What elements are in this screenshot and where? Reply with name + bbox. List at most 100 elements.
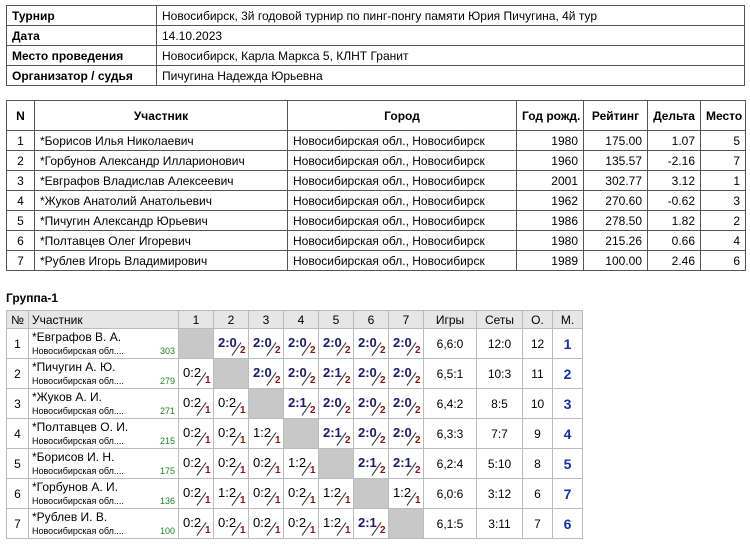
info-value: Пичугина Надежда Юрьевна — [156, 65, 745, 86]
sets: 8:5 — [476, 388, 523, 419]
result-cell: 0:2 1 — [248, 448, 284, 479]
participant-row: 5 *Пичугин Александр Юрьевич Новосибирская… — [6, 210, 746, 231]
player-rating: 175 — [159, 465, 175, 476]
result-points: 1 — [205, 465, 211, 476]
sets: 10:3 — [476, 358, 523, 389]
result-cell — [283, 418, 319, 449]
result: 2:0 2 — [390, 360, 423, 388]
player-city: Новосибирская обл.... — [32, 525, 124, 536]
sets: 3:12 — [476, 478, 523, 509]
participant-cell: 1.82 — [647, 210, 701, 231]
header-cell: Сеты — [476, 310, 523, 329]
result: 0:2 1 — [215, 450, 248, 478]
participant-cell: 1980 — [516, 230, 584, 251]
points: 8 — [522, 448, 553, 479]
result: 2:1 2 — [355, 510, 388, 538]
place: 7 — [563, 485, 572, 502]
result-cell — [213, 358, 249, 389]
participant-cell: *Евграфов Владислав Алексеевич — [34, 170, 288, 191]
participant-cell: 2 — [700, 210, 746, 231]
result-score: 2:1 — [358, 515, 377, 530]
result-points: 1 — [205, 375, 211, 386]
participant-cell: 175.00 — [583, 130, 648, 151]
player-cell: *Евграфов В. А. Новосибирская обл.... 303 — [28, 328, 179, 359]
result-score: 0:2 — [253, 515, 272, 530]
result: 2:0 2 — [250, 330, 283, 358]
result-score: 2:0 — [393, 425, 412, 440]
row-number: 2 — [6, 358, 29, 389]
result: 0:2 1 — [215, 390, 248, 418]
result: 1:2 1 — [320, 480, 353, 508]
result: 2:1 2 — [320, 420, 353, 448]
result-cell: 2:0 2 — [213, 328, 249, 359]
result-score: 0:2 — [183, 485, 202, 500]
participant-row: 6 *Полтавцев Олег Игоревич Новосибирская о… — [6, 230, 746, 251]
result-score: 2:1 — [288, 395, 307, 410]
participant-cell: *Полтавцев Олег Игоревич — [34, 230, 288, 251]
place-cell: 4 — [552, 418, 583, 449]
result-cell: 0:2 1 — [213, 448, 249, 479]
result-cell: 2:1 2 — [318, 358, 354, 389]
row-number: 5 — [6, 448, 29, 479]
result: 0:2 1 — [250, 450, 283, 478]
row-number: 4 — [6, 418, 29, 449]
result-points: 1 — [240, 405, 246, 416]
result-cell: 1:2 1 — [388, 478, 424, 509]
place-cell: 6 — [552, 508, 583, 539]
participant-cell: 3.12 — [647, 170, 701, 191]
player-city: Новосибирская обл.... — [32, 495, 124, 506]
player-rating: 303 — [159, 345, 175, 356]
result-score: 0:2 — [183, 365, 202, 380]
row-number: 1 — [6, 328, 29, 359]
participant-cell: 5 — [6, 210, 35, 231]
result-cell: 0:2 1 — [213, 418, 249, 449]
points: 12 — [522, 328, 553, 359]
header-cell: Рейтинг — [583, 100, 648, 131]
result-cell: 1:2 1 — [318, 508, 354, 539]
result-cell: 2:1 2 — [283, 388, 319, 419]
header-row: № Участник 1 2 3 4 5 6 7 Игры Сеты О. М. — [6, 310, 583, 329]
result-points: 2 — [415, 345, 421, 356]
result-score: 2:0 — [288, 335, 307, 350]
player-name: *Пичугин А. Ю. — [32, 359, 116, 374]
points: 7 — [522, 508, 553, 539]
participant-cell: 1989 — [516, 250, 584, 271]
header-cell: Место — [700, 100, 746, 131]
player-name: *Рублев И. В. — [32, 509, 108, 524]
participant-cell: 3 — [6, 170, 35, 191]
sets: 3:11 — [476, 508, 523, 539]
participant-cell: Новосибирская обл., Новосибирск — [287, 190, 517, 211]
place: 3 — [563, 395, 572, 412]
result-points: 2 — [310, 345, 316, 356]
header-cell: О. — [522, 310, 553, 329]
points: 10 — [522, 388, 553, 419]
result-points: 1 — [345, 525, 351, 536]
header-cell: 7 — [388, 310, 424, 329]
result-points: 1 — [310, 465, 316, 476]
sets: 5:10 — [476, 448, 523, 479]
result: 2:0 2 — [285, 330, 318, 358]
games: 6,3:3 — [423, 418, 477, 449]
result-points: 2 — [415, 375, 421, 386]
participant-cell: 1.07 — [647, 130, 701, 151]
header-cell: 3 — [248, 310, 284, 329]
participant-cell: 302.77 — [583, 170, 648, 191]
sets: 7:7 — [476, 418, 523, 449]
participant-cell: 2.46 — [647, 250, 701, 271]
player-name: *Жуков А. И. — [32, 389, 103, 404]
result-cell: 1:2 1 — [248, 418, 284, 449]
result-points: 1 — [240, 495, 246, 506]
participant-cell: 0.66 — [647, 230, 701, 251]
result-cell: 0:2 1 — [178, 478, 214, 509]
result-score: 0:2 — [183, 425, 202, 440]
result-points: 1 — [240, 435, 246, 446]
group-row: 5 *Борисов И. Н. Новосибирская обл.... 175 0… — [6, 448, 583, 479]
points: 11 — [522, 358, 553, 389]
participant-cell: Новосибирская обл., Новосибирск — [287, 250, 517, 271]
player-cell: *Жуков А. И. Новосибирская обл.... 271 — [28, 388, 179, 419]
participant-row: 1 *Борисов Илья Николаевич Новосибирская о… — [6, 130, 746, 151]
result-points: 2 — [275, 345, 281, 356]
result-points: 1 — [205, 435, 211, 446]
header-cell: Город — [287, 100, 517, 131]
